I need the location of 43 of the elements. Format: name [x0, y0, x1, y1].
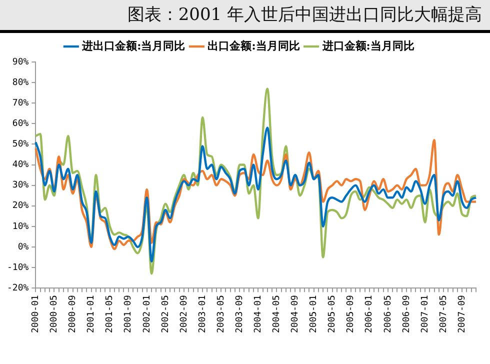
x-tick-label: 2003-05 [216, 295, 226, 334]
y-tick-label: 70% [12, 98, 30, 108]
line-series [34, 88, 478, 275]
line-series [34, 138, 478, 250]
y-tick-label: 60% [12, 119, 30, 129]
x-tick-label: 2001-05 [105, 295, 116, 334]
x-tick-label: 2003-09 [234, 295, 245, 334]
y-tick-label: 40% [12, 160, 30, 170]
x-tick-label: 2003-01 [198, 295, 208, 334]
x-tick-label: 2002-09 [179, 295, 190, 334]
legend-label: 进出口金额:当月同比 [81, 39, 186, 52]
chart-title: 图表：2001 年入世后中国进出口同比大幅提高 [0, 0, 490, 33]
x-tick-label: 2001-09 [124, 295, 134, 334]
x-tick-label: 2005-05 [328, 295, 338, 334]
x-tick-label: 2000-05 [50, 295, 60, 334]
line-series [34, 126, 478, 262]
x-tick-label: 2004-09 [290, 295, 301, 334]
y-tick-label: 80% [12, 78, 30, 88]
y-tick-label: 0% [18, 242, 30, 252]
x-tick-label: 2005-09 [346, 295, 356, 334]
x-tick-label: 2006-05 [383, 295, 394, 334]
legend-label: 进口金额:当月同比 [321, 39, 414, 52]
x-tick-label: 2002-01 [142, 295, 152, 334]
x-tick-label: 2000-09 [68, 295, 78, 334]
x-tick-label: 2005-01 [309, 295, 320, 334]
x-tick-label: 2007-09 [457, 295, 468, 334]
x-tick-label: 2006-01 [364, 295, 375, 334]
x-tick-label: 2007-01 [420, 295, 430, 334]
y-tick-label: 50% [12, 140, 30, 150]
y-tick-label: -10% [6, 262, 30, 273]
x-tick-label: 2000-01 [31, 295, 42, 334]
x-tick-label: 2007-05 [438, 295, 449, 334]
x-tick-label: 2001-01 [86, 295, 97, 334]
y-tick-label: 30% [12, 180, 30, 191]
y-tick-label: 20% [12, 201, 30, 212]
y-tick-label: 10% [12, 222, 30, 232]
y-tick-label: 90% [12, 57, 30, 68]
x-tick-label: 2002-05 [160, 295, 171, 334]
legend-label: 出口金额:当月同比 [208, 39, 300, 52]
x-tick-label: 2004-01 [254, 295, 264, 334]
x-tick-label: 2006-09 [402, 295, 412, 334]
x-tick-label: 2004-05 [272, 295, 282, 334]
y-tick-label: -20% [6, 283, 30, 294]
